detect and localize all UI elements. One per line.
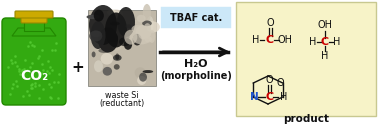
Polygon shape (12, 28, 56, 36)
Ellipse shape (137, 15, 146, 22)
Text: O: O (266, 18, 274, 28)
Ellipse shape (133, 32, 151, 44)
FancyBboxPatch shape (15, 11, 53, 18)
Ellipse shape (144, 23, 151, 34)
Ellipse shape (98, 28, 118, 53)
Ellipse shape (146, 16, 154, 33)
Text: C: C (321, 37, 329, 47)
Ellipse shape (143, 4, 151, 22)
Text: OH: OH (277, 35, 293, 45)
Ellipse shape (119, 37, 130, 46)
FancyBboxPatch shape (236, 2, 376, 116)
Text: C: C (266, 35, 274, 45)
FancyBboxPatch shape (24, 19, 44, 31)
FancyBboxPatch shape (2, 18, 66, 105)
Ellipse shape (110, 22, 120, 25)
Ellipse shape (132, 25, 147, 33)
Text: O: O (265, 75, 273, 85)
Ellipse shape (142, 20, 152, 26)
Ellipse shape (124, 39, 132, 50)
Ellipse shape (137, 76, 146, 85)
Ellipse shape (112, 40, 122, 51)
Ellipse shape (125, 24, 131, 28)
Ellipse shape (105, 13, 127, 47)
Ellipse shape (90, 21, 105, 49)
Ellipse shape (109, 9, 123, 18)
Text: O: O (277, 78, 285, 88)
Text: CO₂: CO₂ (20, 69, 48, 83)
Ellipse shape (90, 23, 107, 37)
Ellipse shape (89, 31, 102, 41)
Ellipse shape (139, 73, 147, 82)
Ellipse shape (135, 25, 152, 39)
Bar (88, 10, 156, 86)
Text: waste Si: waste Si (105, 91, 139, 100)
Ellipse shape (107, 10, 116, 16)
Text: +: + (71, 61, 84, 76)
Ellipse shape (126, 30, 130, 41)
Ellipse shape (89, 5, 117, 45)
FancyBboxPatch shape (161, 7, 231, 28)
Ellipse shape (144, 21, 160, 33)
Text: H: H (252, 35, 260, 45)
Ellipse shape (90, 23, 104, 40)
Text: H: H (309, 37, 317, 47)
Text: H: H (333, 37, 341, 47)
Ellipse shape (91, 51, 96, 57)
Text: H: H (280, 92, 287, 102)
Text: H₂O: H₂O (184, 59, 208, 69)
Text: OH: OH (318, 20, 333, 30)
Ellipse shape (108, 33, 118, 42)
Ellipse shape (135, 67, 146, 78)
Ellipse shape (138, 30, 151, 40)
Ellipse shape (145, 36, 152, 43)
Ellipse shape (87, 15, 99, 19)
Text: (morpholine): (morpholine) (160, 71, 232, 81)
Text: TBAF cat.: TBAF cat. (170, 13, 222, 23)
Text: H: H (321, 51, 329, 61)
Text: (reductant): (reductant) (99, 99, 145, 108)
Ellipse shape (101, 53, 113, 65)
Ellipse shape (149, 30, 155, 43)
Ellipse shape (114, 64, 120, 70)
FancyBboxPatch shape (21, 14, 47, 23)
Ellipse shape (94, 10, 104, 22)
Ellipse shape (133, 34, 142, 45)
Text: product: product (283, 114, 329, 124)
Text: N: N (250, 92, 259, 102)
Ellipse shape (98, 48, 110, 53)
Ellipse shape (103, 67, 112, 76)
Ellipse shape (117, 7, 135, 37)
Ellipse shape (143, 70, 153, 73)
Ellipse shape (113, 55, 122, 61)
Ellipse shape (124, 30, 137, 45)
Ellipse shape (105, 21, 112, 33)
Ellipse shape (90, 30, 102, 37)
Text: C: C (265, 92, 273, 102)
Ellipse shape (132, 20, 149, 25)
Ellipse shape (115, 53, 119, 60)
Ellipse shape (94, 60, 103, 72)
